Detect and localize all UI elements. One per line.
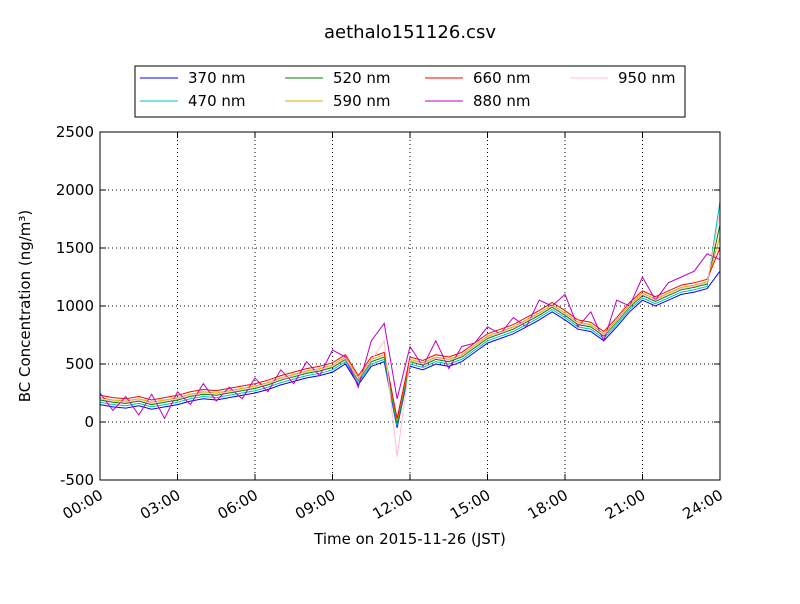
legend-label: 950 nm [618, 69, 676, 87]
y-tick-label: 0 [84, 413, 94, 431]
x-axis-label: Time on 2015-11-26 (JST) [313, 530, 506, 548]
y-tick-label: 2000 [56, 181, 94, 199]
y-tick-label: 2500 [56, 123, 94, 141]
legend-label: 520 nm [333, 69, 391, 87]
legend-label: 590 nm [333, 92, 391, 110]
y-tick-label: -500 [60, 471, 94, 489]
data-line [99, 253, 721, 420]
y-tick-label: 500 [65, 355, 94, 373]
legend-label: 370 nm [188, 69, 246, 87]
legend-label: 470 nm [188, 92, 246, 110]
legend-label: 880 nm [473, 92, 531, 110]
y-tick-label: 1000 [56, 297, 94, 315]
plot-frame [99, 131, 721, 481]
legend-box [134, 65, 686, 118]
y-tick-label: 1500 [56, 239, 94, 257]
y-axis-label: BC Concentration (ng/m³) [16, 210, 34, 403]
legend-label: 660 nm [473, 69, 531, 87]
data-line [99, 213, 721, 457]
chart-title: aethalo151126.csv [324, 22, 496, 43]
data-line [99, 247, 721, 419]
